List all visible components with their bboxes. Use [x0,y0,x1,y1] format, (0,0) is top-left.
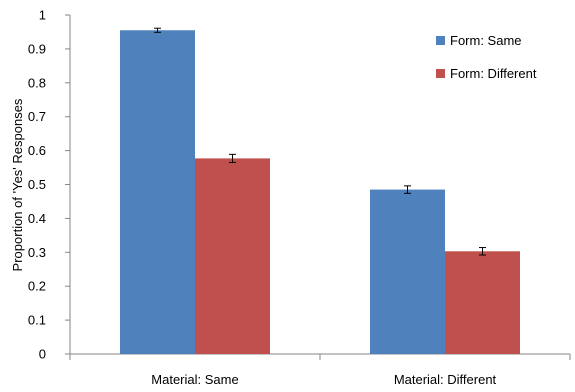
x-axis-ticks: Material: Same Material: Different [69,354,571,387]
bar [445,251,520,354]
y-axis-title: Proportion of 'Yes' Responses [10,98,25,271]
y-tick-label: 0.2 [28,279,46,294]
bar [195,158,270,354]
legend-swatch [436,69,445,78]
y-axis-ticks: 0 0.1 0.2 0.3 0.4 0.5 0.6 0.7 0.8 0.9 1 [28,8,70,362]
y-tick-label: 1 [39,8,46,23]
y-tick-label: 0 [39,347,46,362]
y-tick-label: 0.3 [28,245,46,260]
legend: Form: Same Form: Different [436,33,537,81]
x-tick-label: Material: Same [151,372,238,387]
legend-label: Form: Different [450,66,537,81]
y-tick-label: 0.4 [28,211,46,226]
legend-swatch [436,36,445,45]
bar [120,30,195,354]
bar [370,189,445,354]
y-tick-label: 0.1 [28,313,46,328]
error-bars [154,27,486,256]
y-tick-label: 0.9 [28,41,46,56]
bars [120,30,520,354]
y-tick-label: 0.6 [28,143,46,158]
legend-label: Form: Same [450,33,522,48]
x-tick-label: Material: Different [394,372,497,387]
y-tick-label: 0.7 [28,109,46,124]
y-tick-label: 0.5 [28,177,46,192]
y-tick-label: 0.8 [28,75,46,90]
